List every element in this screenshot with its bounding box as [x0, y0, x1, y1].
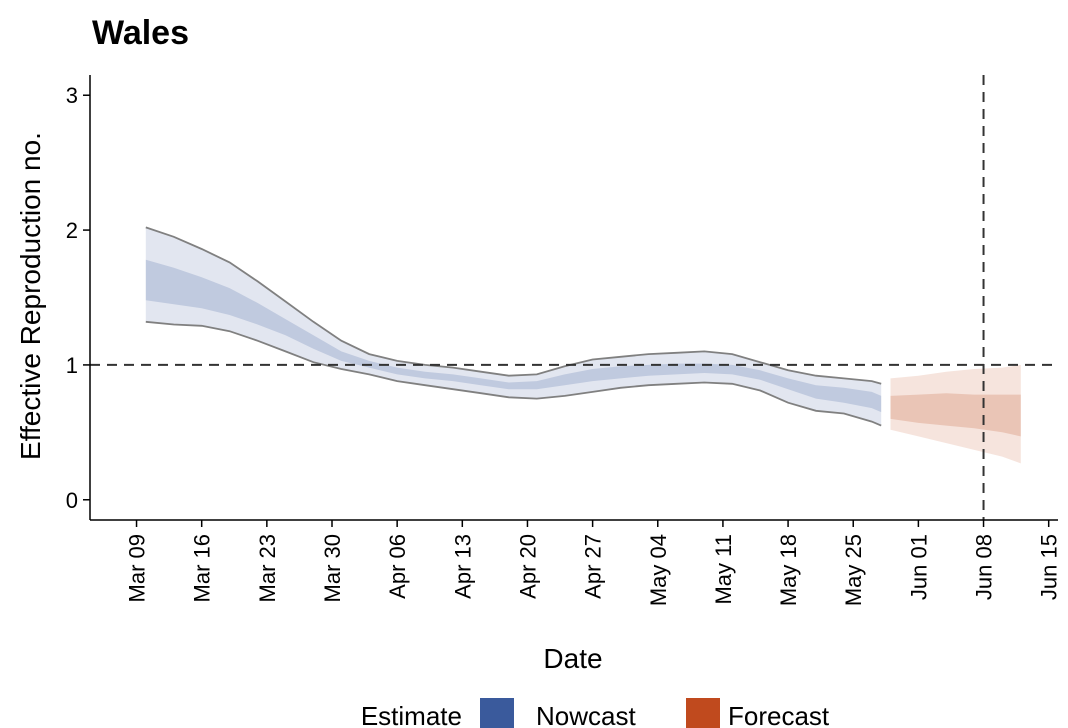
- forecast-band-50: [890, 393, 1021, 437]
- x-tick-label: Mar 09: [125, 534, 150, 602]
- forecast-band-90: [890, 364, 1021, 464]
- nowcast-band-90: [145, 227, 882, 426]
- x-tick-label: Apr 27: [581, 534, 606, 599]
- y-tick-label: 1: [66, 353, 78, 378]
- x-tick-label: Jun 15: [1037, 534, 1062, 600]
- y-tick-label: 0: [66, 488, 78, 513]
- x-tick-label: May 25: [841, 534, 866, 606]
- nowcast-lower-outline: [145, 320, 882, 427]
- y-axis-ticks: 0 1 2 3: [66, 83, 90, 513]
- x-tick-label: Mar 23: [255, 534, 280, 602]
- chart-title: Wales: [92, 14, 189, 52]
- reference-lines: [90, 75, 1058, 520]
- y-tick-label: 2: [66, 218, 78, 243]
- x-tick-label: Apr 06: [385, 534, 410, 599]
- legend-swatch-nowcast: [480, 698, 514, 728]
- nowcast-upper-outline: [145, 226, 882, 385]
- x-tick-label: Mar 30: [320, 534, 345, 602]
- legend-label-nowcast: Nowcast: [536, 701, 636, 728]
- y-tick-label: 3: [66, 83, 78, 108]
- legend-title: Estimate: [361, 701, 462, 728]
- estimate-bands: [145, 226, 1021, 464]
- x-tick-label: Mar 16: [190, 534, 215, 602]
- x-tick-label: May 18: [776, 534, 801, 606]
- legend: Estimate Nowcast Forecast: [361, 698, 830, 728]
- x-tick-label: Apr 20: [516, 534, 541, 599]
- x-tick-label: Jun 08: [972, 534, 997, 600]
- x-tick-label: May 11: [711, 534, 736, 605]
- x-tick-label: Jun 01: [906, 534, 931, 600]
- x-axis-label: Date: [543, 643, 602, 674]
- x-tick-label: May 04: [646, 534, 671, 606]
- nowcast-band-50: [145, 259, 882, 413]
- legend-swatch-forecast: [686, 698, 720, 728]
- y-axis-label: Effective Reproduction no.: [15, 132, 46, 460]
- legend-label-forecast: Forecast: [728, 701, 830, 728]
- x-axis-ticks: Mar 09 Mar 16 Mar 23 Mar 30 Apr 06 Apr 13 Apr …: [125, 520, 1062, 606]
- x-tick-label: Apr 13: [450, 534, 475, 599]
